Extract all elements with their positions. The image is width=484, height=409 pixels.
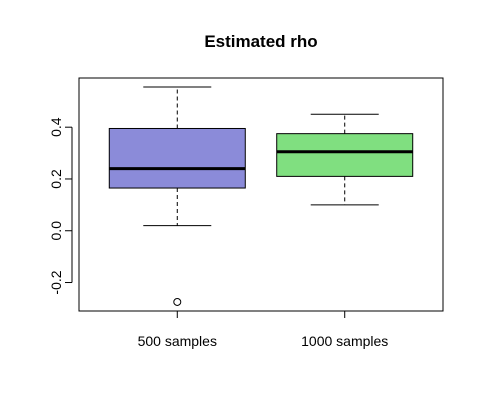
outlier-point	[173, 297, 182, 306]
box-group	[276, 113, 414, 206]
box-iqr	[276, 133, 414, 177]
x-axis: 500 samples 1000 samples	[138, 310, 388, 349]
chart-title: Estimated rho	[204, 32, 317, 51]
x-tick-label: 1000 samples	[301, 333, 388, 349]
boxes	[108, 86, 414, 306]
box-group	[108, 86, 246, 306]
y-tick-label: 0.2	[48, 169, 64, 189]
plot-frame	[78, 77, 444, 312]
y-axis: -0.2 0.0 0.2 0.4	[48, 117, 73, 295]
x-tick-label: 500 samples	[138, 333, 217, 349]
y-tick-label: 0.0	[48, 221, 64, 241]
y-tick-label: 0.4	[48, 117, 64, 137]
box-iqr	[108, 127, 246, 189]
y-tick-label: -0.2	[48, 270, 64, 294]
